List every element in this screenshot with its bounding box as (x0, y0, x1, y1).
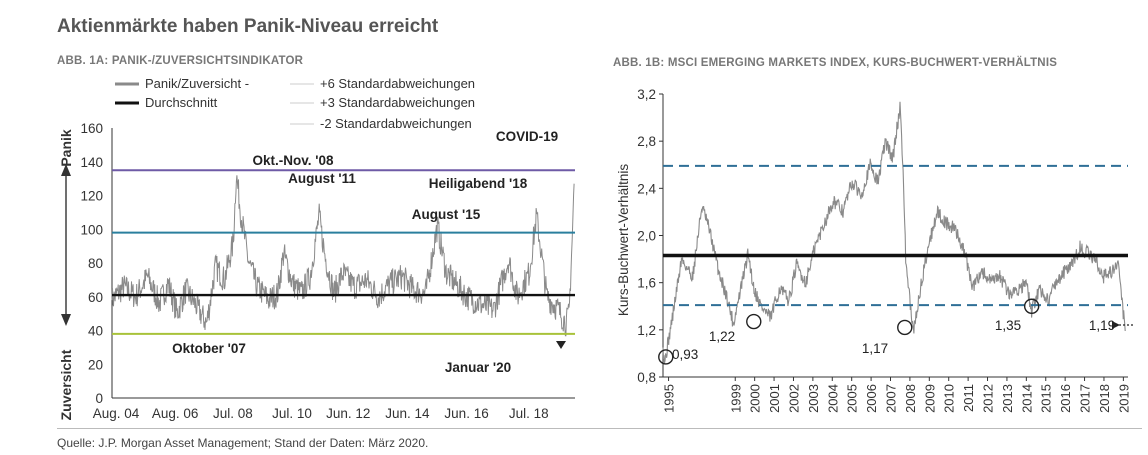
chart-1b-annotation: 0,93 (672, 347, 698, 362)
chart-1b-pointer-arrow-icon (1112, 321, 1120, 329)
chart-1a-xtick-label: Jul. 08 (213, 406, 253, 421)
chart-1b-xtick-label: 1999 (728, 384, 743, 413)
chart-1b-xtick-label: 2004 (825, 384, 840, 413)
chart-1a-annotation: Oktober '07 (172, 341, 246, 356)
chart-1b-xtick-label: 2006 (864, 384, 879, 413)
chart-1a-ylabel-panik: Panik (58, 129, 74, 167)
chart-1b-xtick-label: 2008 (903, 384, 918, 413)
source-note: Quelle: J.P. Morgan Asset Management; St… (57, 436, 429, 450)
chart-1b-ytick-label: 2,0 (637, 229, 656, 244)
chart-1a-group: Panik/Zuversicht - Durchschnitt +6 Standar… (58, 76, 575, 421)
chart-1b-xtick-label: 2017 (1078, 384, 1093, 413)
legend-label-average: Durchschnitt (145, 95, 218, 110)
chart-1b-xtick-label: 2005 (845, 384, 860, 413)
chart-1a-ytick-label: 60 (88, 290, 103, 305)
chart-1b-annotation: 1,22 (709, 329, 735, 344)
page-title: Aktienmärkte haben Panik-Niveau erreicht (57, 16, 439, 37)
chart-1a-ytick-label: 80 (88, 256, 103, 271)
chart-1b-ytick-label: 1,2 (637, 323, 656, 338)
chart-1b-xtick-label: 2013 (1000, 384, 1015, 413)
chart-1b-xtick-label: 2012 (981, 384, 996, 413)
chart-1b-group: 0,8 1,2 1,6 2,0 2,4 2,8 3,2 1995 1999 2000 2001 200… (616, 87, 1133, 413)
footer-divider (57, 428, 1142, 429)
chart-1a-xtick-label: Aug. 04 (93, 406, 140, 421)
chart-1b-ytick-label: 1,6 (637, 276, 656, 291)
legend-label-sdm2: -2 Standardabweichungen (320, 116, 472, 131)
chart-1b-xtick-label: 2001 (767, 384, 782, 413)
chart-1a-ylabel-zuversicht: Zuversicht (58, 349, 74, 420)
chart-1b-ytick-label: 0,8 (637, 370, 656, 385)
chart-1b-series-line (662, 101, 1126, 364)
chart-1a-series-line (111, 175, 575, 337)
chart-1b-annotation: 1,17 (862, 341, 888, 356)
legend-label-series: Panik/Zuversicht - (145, 76, 249, 91)
chart-1b-xtick-label: 2000 (748, 384, 763, 413)
chart-1a-annotation: Januar '20 (445, 360, 511, 375)
chart-1b-marker-circle (1023, 298, 1040, 314)
chart-1a-arrow-down-icon (61, 314, 71, 326)
chart-1a-legend: Panik/Zuversicht - Durchschnitt +6 Standar… (115, 76, 475, 131)
chart-1b-title: ABB. 1B: MSCI EMERGING MARKETS INDEX, KU… (613, 57, 1058, 69)
chart-1a-xtick-label: Jul. 18 (509, 406, 549, 421)
chart-1b-annotation: 1,35 (995, 318, 1021, 333)
chart-1b-ytick-label: 3,2 (637, 87, 656, 102)
chart-1b-marker-circle (746, 313, 762, 330)
chart-1b-xtick-label: 1995 (662, 384, 677, 413)
chart-1b-xtick-label: 2010 (942, 384, 957, 413)
chart-1a-annotation: August '15 (412, 207, 481, 222)
chart-1a-arrow-up-icon (61, 164, 71, 176)
chart-1b-xtick-label: 2011 (961, 384, 976, 412)
chart-1b-marker-circle (897, 319, 913, 336)
chart-1a-annotation: August '11 (288, 171, 356, 186)
chart-1a-xtick-label: Jun. 16 (444, 406, 488, 421)
legend-label-sd3: +3 Standardabweichungen (320, 95, 475, 110)
chart-1a-ytick-label: 140 (80, 155, 103, 170)
chart-1b-xtick-label: 2019 (1116, 384, 1131, 413)
chart-1b-xtick-label: 2018 (1097, 384, 1112, 413)
chart-1a-ytick-label: 40 (88, 324, 103, 339)
chart-1b-xtick-label: 2015 (1039, 384, 1054, 413)
chart-1a-annotation: COVID-19 (496, 129, 558, 144)
legend-label-sd6: +6 Standardabweichungen (320, 76, 475, 91)
chart-1a-xtick-label: Jun. 14 (385, 406, 430, 421)
chart-1b-xtick-label: 2002 (786, 384, 801, 413)
chart-1b-ylabel: Kurs-Buchwert-Verhältnis (616, 164, 631, 317)
chart-1a-ytick-label: 0 (95, 391, 103, 406)
chart-1b-xtick-label: 2016 (1058, 384, 1073, 413)
chart-1a-xtick-label: Aug. 06 (152, 406, 199, 421)
chart-1a-ytick-label: 160 (80, 121, 103, 136)
chart-1a-annotation: Okt.-Nov. '08 (253, 153, 334, 168)
chart-1b-ytick-label: 2,8 (637, 134, 656, 149)
chart-1b-marker-circle (658, 349, 674, 365)
chart-1a-xtick-label: Jul. 10 (272, 406, 312, 421)
chart-1a-ytick-label: 20 (88, 357, 103, 372)
chart-1b-xtick-label: 2003 (806, 384, 821, 413)
chart-1a-annotation: Heiligabend '18 (429, 176, 528, 191)
chart-1a-xtick-label: Jun. 12 (326, 406, 370, 421)
chart-1b-xtick-label: 2009 (922, 384, 937, 413)
chart-1b-annotation: 1,19 (1089, 318, 1115, 333)
chart-1a-ytick-label: 100 (80, 222, 103, 237)
chart-1a-ytick-label: 120 (80, 189, 103, 204)
chart-1b-ytick-label: 2,4 (637, 181, 656, 196)
chart-1a-januar-marker-icon (556, 341, 566, 349)
chart-1b-xtick-label: 2014 (1019, 384, 1034, 413)
chart-1a-title: ABB. 1A: PANIK-/ZUVERSICHTSINDIKATOR (57, 55, 304, 67)
chart-1b-xtick-label: 2007 (883, 384, 898, 413)
